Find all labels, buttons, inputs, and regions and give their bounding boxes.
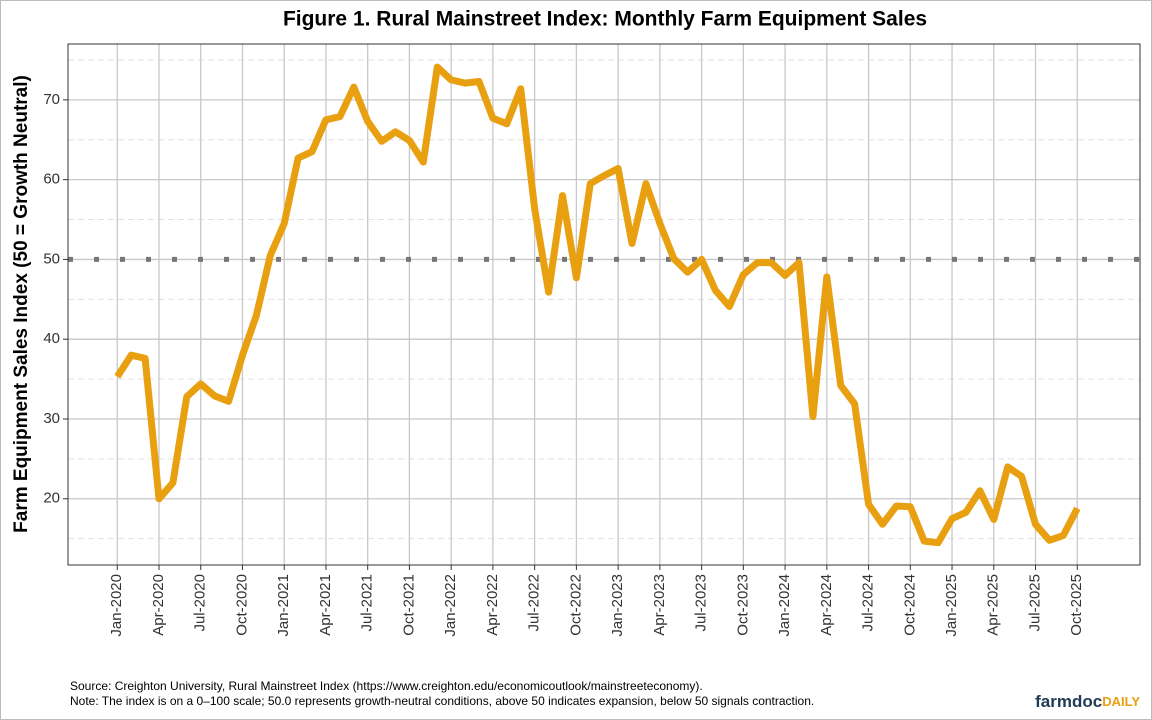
y-tick-label: 20 <box>43 490 60 507</box>
x-tick-label: Jul-2022 <box>526 574 543 632</box>
x-tick-label: Jul-2025 <box>1026 574 1043 632</box>
source-note: Source: Creighton University, Rural Main… <box>70 679 703 693</box>
x-tick-label: Apr-2024 <box>818 574 835 636</box>
y-tick-label: 40 <box>43 330 60 347</box>
x-tick-label: Jan-2024 <box>776 574 793 637</box>
data-line <box>114 63 1081 547</box>
x-tick-label: Jan-2025 <box>943 574 960 637</box>
chart-title: Figure 1. Rural Mainstreet Index: Monthl… <box>283 8 927 31</box>
x-tick-label: Oct-2024 <box>901 574 918 636</box>
x-tick-label: Oct-2021 <box>400 574 417 636</box>
x-tick-label: Oct-2025 <box>1068 574 1085 636</box>
x-tick-label: Oct-2022 <box>567 574 584 636</box>
x-tick-label: Jul-2021 <box>359 574 376 632</box>
y-tick-label: 60 <box>43 171 60 188</box>
logo: farmdocDAILY <box>1035 692 1140 711</box>
logo-accent: DAILY <box>1102 694 1140 709</box>
x-tick-label: Apr-2023 <box>651 574 668 636</box>
plot-frame <box>67 43 1141 566</box>
x-tick-label: Oct-2020 <box>233 574 250 636</box>
x-tick-label: Apr-2025 <box>985 574 1002 636</box>
x-tick-label: Jan-2023 <box>609 574 626 637</box>
x-tick-label: Jan-2020 <box>108 574 125 637</box>
x-tick-label: Apr-2021 <box>317 574 334 636</box>
y-tick-label: 30 <box>43 410 60 427</box>
note: Note: The index is on a 0–100 scale; 50.… <box>70 694 814 708</box>
x-tick-label: Jul-2023 <box>693 574 710 632</box>
y-tick-label: 70 <box>43 91 60 108</box>
x-tick-label: Jul-2024 <box>860 574 877 632</box>
x-tick-label: Jan-2022 <box>442 574 459 637</box>
x-tick-label: Jan-2021 <box>275 574 292 637</box>
x-tick-label: Jul-2020 <box>192 574 209 632</box>
y-axis-label: Farm Equipment Sales Index (50 = Growth … <box>11 75 32 533</box>
y-tick-label: 50 <box>43 250 60 267</box>
logo-main: farmdoc <box>1035 692 1102 711</box>
x-tick-label: Apr-2022 <box>484 574 501 636</box>
x-tick-label: Apr-2020 <box>150 574 167 636</box>
x-tick-label: Oct-2023 <box>734 574 751 636</box>
